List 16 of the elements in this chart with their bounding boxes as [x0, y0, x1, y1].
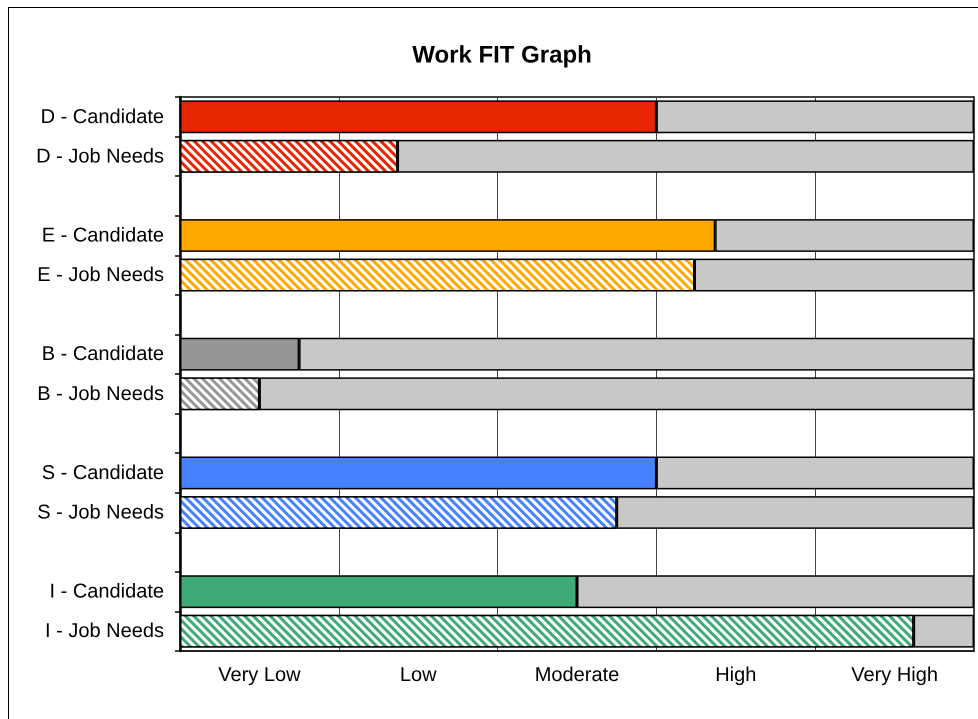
- text: High: [715, 664, 756, 686]
- y-tick-label: B - Job Needs: [37, 382, 164, 405]
- y-tick-label: S - Job Needs: [37, 502, 164, 524]
- y-tick-label: B - Candidate: [42, 343, 164, 366]
- text: Very High: [851, 664, 938, 686]
- y-tick-label: E - Candidate: [42, 224, 164, 246]
- y-tick-label: D - Job Needs: [36, 145, 164, 168]
- text: Moderate: [534, 664, 620, 686]
- y-tick-label: D - Candidate: [40, 106, 164, 128]
- y-tick-label: S - Candidate: [42, 462, 164, 484]
- text: Low: [400, 664, 438, 686]
- chart-title: Work FIT Graph: [412, 42, 592, 68]
- y-tick-label: E - Job Needs: [37, 264, 164, 286]
- y-tick-label: I - Job Needs: [45, 620, 164, 642]
- text: Very Low: [218, 664, 302, 686]
- y-tick-label: I - Candidate: [49, 580, 164, 603]
